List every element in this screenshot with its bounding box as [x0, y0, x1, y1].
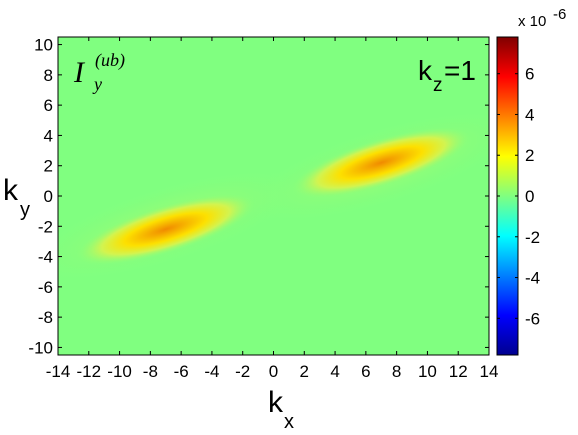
x-tick-label: 4 — [330, 362, 339, 381]
colorbar-tick-label: -6 — [525, 309, 540, 328]
colorbar-tick-label: -2 — [525, 228, 540, 247]
x-tick-label: -8 — [143, 362, 158, 381]
y-tick-label: 6 — [44, 96, 53, 115]
x-tick-label: -2 — [235, 362, 250, 381]
y-tick-label: 8 — [44, 66, 53, 85]
colorbar-ticks: -6 -4 -2 0 2 4 6 — [497, 65, 540, 328]
x-tick-label: -12 — [76, 362, 101, 381]
x-tick-label: 0 — [269, 362, 278, 381]
y-axis-label-subscript: y — [20, 199, 30, 221]
x-tick-label: 6 — [361, 362, 370, 381]
colorbar-tick-label: 6 — [525, 65, 534, 84]
x-axis-label-main: k — [268, 386, 284, 419]
y-tick-label: -6 — [38, 278, 53, 297]
y-axis-ticks: -10 -8 -6 -4 -2 0 2 4 6 8 10 — [28, 36, 489, 357]
x-axis-label: k x — [268, 386, 294, 433]
x-tick-label: 14 — [480, 362, 499, 381]
y-axis-label: k y — [3, 174, 30, 221]
colorbar-exponent: x 10 -6 — [518, 6, 566, 30]
x-axis-ticks: -14 -12 -10 -8 -6 -4 -2 0 2 4 6 8 10 12 14 — [46, 37, 499, 381]
colorbar-tick-label: 4 — [525, 105, 534, 124]
x-tick-label: 8 — [392, 362, 401, 381]
x-tick-label: -4 — [204, 362, 219, 381]
x-axis-label-subscript: x — [284, 411, 294, 433]
heatmap-features — [58, 108, 489, 284]
panel-label-value: =1 — [444, 55, 476, 86]
y-tick-label: -2 — [38, 217, 53, 236]
panel-label-main: k — [418, 55, 433, 86]
x-tick-label: 12 — [449, 362, 468, 381]
quantity-subscript: y — [92, 74, 102, 94]
y-tick-label: 2 — [44, 157, 53, 176]
heatmap-lobe — [290, 126, 473, 199]
colorbar — [496, 36, 519, 356]
x-tick-label: -6 — [174, 362, 189, 381]
y-tick-label: -4 — [38, 248, 53, 267]
x-tick-label: 10 — [418, 362, 437, 381]
quantity-label: I y (ub) — [73, 50, 125, 94]
panel-label-subscript: z — [433, 75, 443, 96]
quantity-superscript: (ub) — [95, 50, 125, 71]
y-tick-label: -10 — [28, 338, 53, 357]
heatmap-lobe — [74, 193, 257, 266]
colorbar-tick-label: 0 — [525, 187, 534, 206]
y-axis-label-main: k — [3, 174, 19, 207]
x-tick-label: -14 — [46, 362, 71, 381]
y-tick-label: 0 — [44, 187, 53, 206]
y-tick-label: 10 — [34, 36, 53, 55]
y-tick-label: 4 — [44, 126, 53, 145]
colorbar-exponent-base: x 10 — [518, 13, 546, 30]
y-tick-label: -8 — [38, 308, 53, 327]
quantity-symbol: I — [73, 56, 86, 89]
colorbar-exponent-power: -6 — [553, 6, 566, 23]
x-tick-label: 2 — [300, 362, 309, 381]
x-tick-label: -10 — [107, 362, 132, 381]
panel-label: k z =1 — [418, 55, 476, 96]
colorbar-tick-label: -4 — [525, 269, 540, 288]
colorbar-tick-label: 2 — [525, 146, 534, 165]
